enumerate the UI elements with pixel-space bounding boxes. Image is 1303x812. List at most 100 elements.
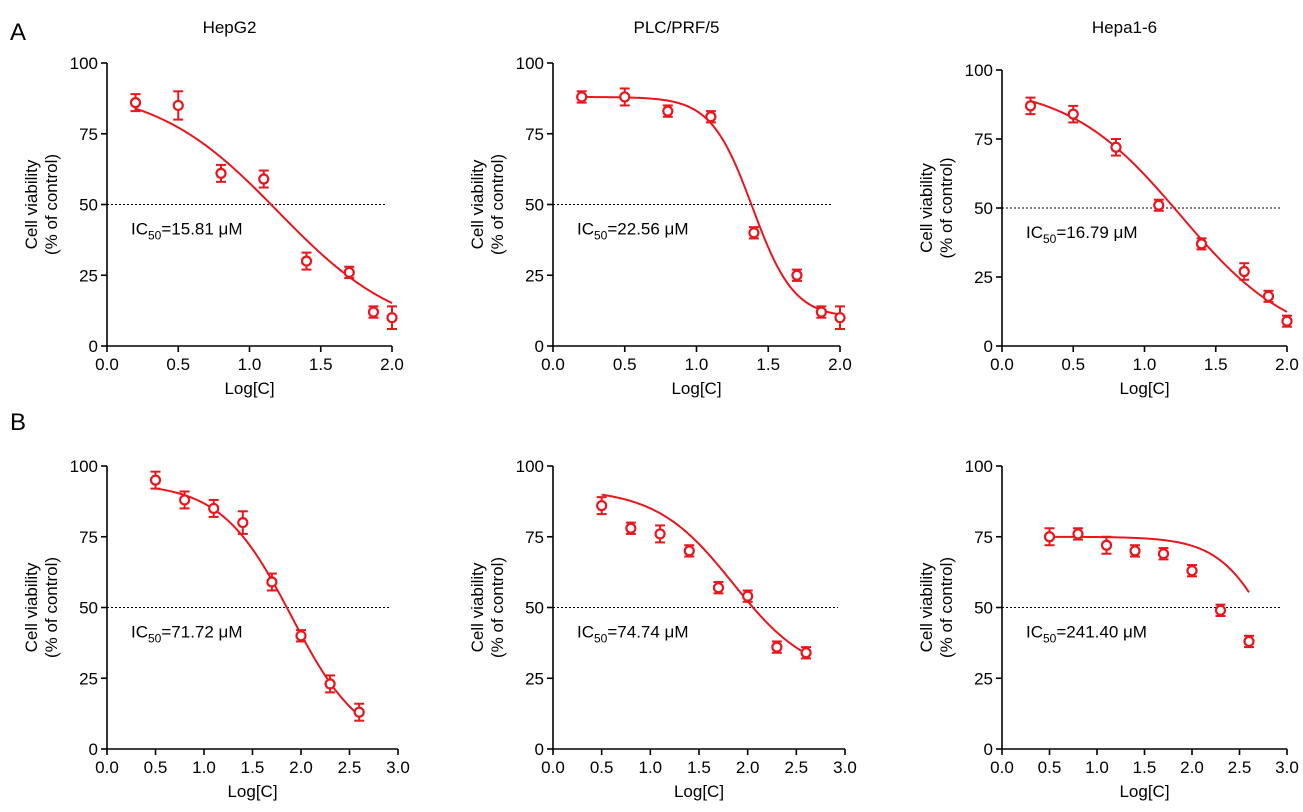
data-point xyxy=(712,581,725,595)
x-tick-label: 2.0 xyxy=(380,355,404,374)
ic50-label: IC50=241.40 μM xyxy=(1026,623,1147,646)
x-tick-label: 3.0 xyxy=(833,758,857,777)
data-marker xyxy=(576,91,588,103)
x-axis-label: Log[C] xyxy=(227,782,277,801)
x-tick-label: 1.0 xyxy=(1133,355,1157,374)
chart-title: HepG2 xyxy=(203,18,257,37)
y-tick-label: 0 xyxy=(535,740,544,759)
data-point xyxy=(208,498,220,518)
x-tick-label: 0.0 xyxy=(990,758,1014,777)
x-axis-label: Log[C] xyxy=(224,379,274,398)
data-marker xyxy=(386,312,398,324)
y-tick-label: 100 xyxy=(70,457,98,476)
data-marker xyxy=(179,494,191,506)
data-marker xyxy=(771,641,783,653)
data-marker xyxy=(596,500,608,512)
y-tick-label: 50 xyxy=(974,599,993,618)
data-marker xyxy=(683,545,695,557)
data-marker xyxy=(149,474,162,486)
y-tick-label: 25 xyxy=(974,268,993,287)
x-axis-label: Log[C] xyxy=(1119,379,1169,398)
data-point xyxy=(367,305,380,319)
data-marker xyxy=(791,269,803,281)
data-point xyxy=(1067,104,1079,124)
x-tick-label: 1.0 xyxy=(238,355,262,374)
data-point xyxy=(386,305,398,331)
data-point xyxy=(1243,634,1255,649)
fit-curve xyxy=(1049,535,1250,593)
x-tick-label: 2.0 xyxy=(736,758,760,777)
data-marker xyxy=(300,255,313,267)
data-marker xyxy=(1195,238,1208,250)
x-tick-label: 0.5 xyxy=(1061,355,1085,374)
data-point xyxy=(742,589,754,603)
y-tick-label: 100 xyxy=(965,457,993,476)
data-point xyxy=(1281,314,1293,328)
x-tick-label: 0.0 xyxy=(95,355,119,374)
y-tick-label: 100 xyxy=(516,457,544,476)
data-marker xyxy=(705,111,717,123)
data-point xyxy=(1043,527,1056,547)
y-tick-label: 75 xyxy=(974,130,993,149)
x-tick-label: 0.5 xyxy=(590,758,614,777)
data-point xyxy=(172,90,184,121)
y-tick-label: 25 xyxy=(525,669,544,688)
data-point xyxy=(237,510,249,535)
y-tick-label: 25 xyxy=(79,669,98,688)
x-axis-label: Log[C] xyxy=(674,782,724,801)
y-tick-label: 100 xyxy=(516,54,544,73)
y-axis-label: Cell viability xyxy=(468,159,487,249)
data-point xyxy=(1214,603,1227,617)
y-tick-label: 25 xyxy=(79,266,98,285)
data-point xyxy=(1100,535,1113,555)
x-tick-label: 2.5 xyxy=(338,758,362,777)
chart-3: Hepa1-6 0 25 50 75 100 0.0 0.5 1.0 1.5 2.0 Log[C] Ce… xyxy=(917,18,1299,398)
data-marker xyxy=(1024,100,1037,112)
x-tick-label: 3.0 xyxy=(386,758,410,777)
y-axis-label-unit: (% of control) xyxy=(937,557,956,658)
data-point xyxy=(654,524,666,544)
x-tick-label: 1.5 xyxy=(1133,758,1157,777)
data-point xyxy=(800,646,812,660)
ic50-label: IC50=16.79 μM xyxy=(1026,223,1138,246)
data-marker xyxy=(266,576,278,588)
y-tick-label: 75 xyxy=(525,528,544,547)
data-point xyxy=(149,470,162,490)
x-tick-label: 1.5 xyxy=(756,355,780,374)
data-point xyxy=(1157,547,1170,561)
x-tick-label: 2.5 xyxy=(785,758,809,777)
y-tick-label: 0 xyxy=(89,740,98,759)
data-marker xyxy=(1129,545,1141,557)
y-tick-label: 0 xyxy=(984,337,993,356)
y-tick-label: 75 xyxy=(79,125,98,144)
data-marker xyxy=(1186,565,1198,577)
data-point xyxy=(295,629,307,643)
y-tick-label: 50 xyxy=(79,196,98,215)
data-marker xyxy=(353,706,365,718)
y-axis-label-unit: (% of control) xyxy=(42,557,61,658)
data-marker xyxy=(258,173,270,185)
data-marker xyxy=(1262,290,1275,302)
data-point xyxy=(343,265,355,280)
x-tick-label: 0.0 xyxy=(541,355,565,374)
x-axis-label: Log[C] xyxy=(671,379,721,398)
data-point xyxy=(1110,138,1122,157)
data-point xyxy=(1129,544,1141,558)
x-tick-label: 0.5 xyxy=(166,355,190,374)
data-marker xyxy=(208,502,220,515)
data-point xyxy=(1024,96,1037,116)
y-axis-label-unit: (% of control) xyxy=(488,154,507,255)
data-marker xyxy=(1157,548,1170,560)
chart-1: HepG2 0 25 50 75 100 0.0 0.5 1.0 1.5 2.0 Log[C] Cell… xyxy=(22,18,404,398)
data-point xyxy=(662,104,674,118)
data-point xyxy=(300,251,313,271)
data-marker xyxy=(237,516,249,529)
data-marker xyxy=(742,590,754,602)
x-tick-label: 2.5 xyxy=(1228,758,1252,777)
y-tick-label: 100 xyxy=(965,61,993,80)
data-marker xyxy=(800,647,812,659)
data-marker xyxy=(1043,531,1056,543)
y-axis-label: Cell viability xyxy=(22,159,41,249)
x-tick-label: 1.0 xyxy=(685,355,709,374)
y-tick-label: 0 xyxy=(535,337,544,356)
